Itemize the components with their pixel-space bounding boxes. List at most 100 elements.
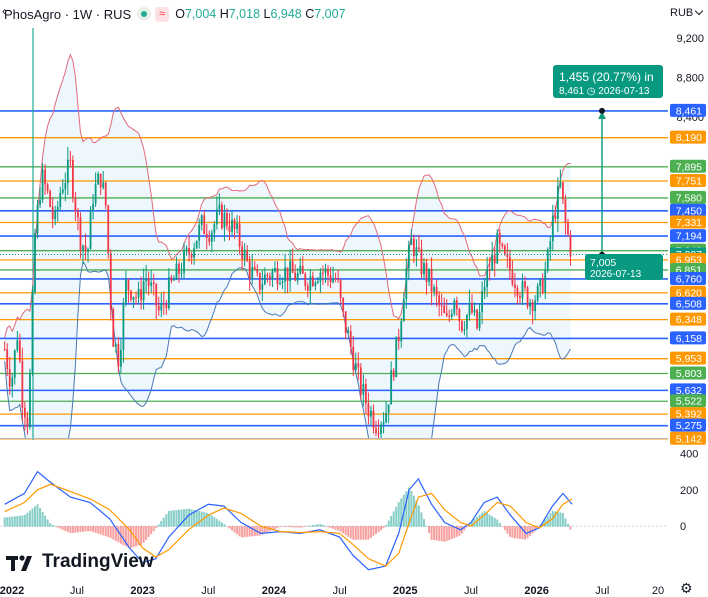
candle-body (375, 428, 377, 433)
candle-body (362, 384, 365, 395)
candle-body (34, 233, 36, 293)
macd-histogram-bar (81, 526, 84, 532)
candle-body (347, 331, 350, 333)
macd-histogram-bar (359, 526, 362, 540)
macd-histogram-bar (534, 526, 537, 531)
candle-body (205, 234, 208, 238)
candle-body (218, 204, 221, 210)
candle-body (195, 240, 198, 249)
settings-gear-icon[interactable]: ⚙ (680, 580, 693, 596)
macd-histogram-bar (253, 526, 256, 537)
candle-body (188, 248, 190, 254)
candle-body (463, 329, 466, 331)
candle-body (228, 225, 231, 232)
candle-body (253, 267, 256, 270)
macd-histogram-bar (195, 510, 198, 527)
macd-histogram-bar (225, 526, 228, 527)
macd-histogram-bar (28, 510, 31, 527)
tradingview-logo[interactable]: TradingView (6, 551, 154, 573)
candle-body (256, 269, 259, 274)
candle-body (514, 284, 516, 289)
candle-body (135, 296, 137, 298)
candle-body (130, 290, 132, 300)
candle-body (119, 349, 122, 367)
low-value: 6,948 (270, 7, 302, 21)
projection-end-point (599, 107, 605, 114)
time-tick-label: 2024 (262, 585, 287, 597)
candle-body (231, 219, 233, 232)
price-projection-tool[interactable]: 1,455 (20.77%) in 8,461 ◷ 2026-07-13 7,005… (553, 65, 663, 280)
candle-body (402, 299, 405, 322)
macd-histogram-bar (481, 512, 484, 527)
candle-body (29, 372, 31, 428)
macd-histogram-bar (266, 526, 269, 533)
macd-histogram-bar (61, 526, 64, 530)
candle-body (11, 377, 14, 387)
macd-histogram-bar (11, 516, 14, 527)
tradingview-logo-text: TradingView (42, 551, 154, 572)
macd-histogram-bar (69, 526, 72, 534)
candle-body (198, 224, 201, 241)
macd-histogram-bar (289, 526, 292, 528)
currency-selector[interactable]: RUB (670, 6, 704, 19)
candle-body (501, 243, 504, 246)
candle-body (541, 279, 544, 293)
candle-body (306, 285, 309, 291)
candle-body (160, 303, 163, 311)
candle-body (423, 262, 425, 275)
price-scale[interactable]: 9,2008,8008,4008,4618,1907,8957,7517,580… (668, 28, 708, 445)
macd-histogram-bar (304, 526, 307, 527)
candle-body (107, 205, 110, 254)
macd-histogram-bar (352, 526, 355, 540)
macd-histogram-bar (362, 526, 365, 540)
candle-body (251, 267, 254, 279)
candle-body (453, 300, 456, 314)
candle-body (236, 223, 238, 230)
macd-histogram-bar (99, 526, 102, 535)
candle-body (334, 278, 337, 280)
candle-body (125, 279, 127, 303)
candle-body (317, 281, 319, 283)
candle-body (372, 410, 375, 429)
macd-histogram-bar (425, 525, 428, 527)
macd-histogram-bar (382, 526, 385, 529)
macd-histogram-bar (342, 526, 345, 534)
candle-body (64, 183, 67, 190)
macd-histogram-bar (392, 511, 395, 527)
macd-histogram-bar (223, 524, 226, 527)
macd-histogram-bar (329, 526, 332, 528)
candle-body (18, 340, 21, 361)
macd-signal-line (4, 483, 573, 567)
macd-histogram-bar (438, 526, 441, 541)
symbol-title[interactable]: PhosAgro · 1W · RUS (4, 6, 132, 22)
close-label: C (305, 7, 315, 21)
candle-body (132, 296, 135, 300)
candle-body (556, 185, 559, 219)
candle-body (531, 302, 534, 312)
candle-body (521, 281, 524, 298)
candle-body (443, 305, 446, 313)
macd-scale[interactable]: 400 200 0 (680, 448, 698, 533)
macd-histogram-bar (246, 526, 249, 537)
candle-body (478, 312, 481, 329)
time-tick-label: 2025 (393, 585, 417, 597)
candle-body (248, 260, 251, 279)
time-axis[interactable]: 2022 Jul 2023 Jul 2024 Jul 2025 Jul 2026 Jul 20 (0, 585, 664, 597)
macd-histogram-bar (344, 526, 347, 536)
macd-histogram-bar (286, 526, 289, 528)
macd-histogram-bar (203, 512, 206, 527)
price-level-tag (670, 252, 706, 266)
candle-body (167, 277, 170, 309)
macd-histogram-bar (486, 512, 489, 527)
candle-body (109, 253, 112, 310)
collapse-legend-icon[interactable]: ‹ (2, 4, 6, 18)
candle-body (185, 248, 188, 251)
candle-body (102, 182, 105, 188)
time-tick-label: 2023 (130, 585, 154, 597)
candle-body (3, 349, 6, 351)
macd-histogram-bar (407, 487, 410, 527)
macd-histogram-bar (155, 526, 158, 529)
macd-histogram-bar (102, 526, 105, 536)
candle-body (420, 249, 423, 275)
